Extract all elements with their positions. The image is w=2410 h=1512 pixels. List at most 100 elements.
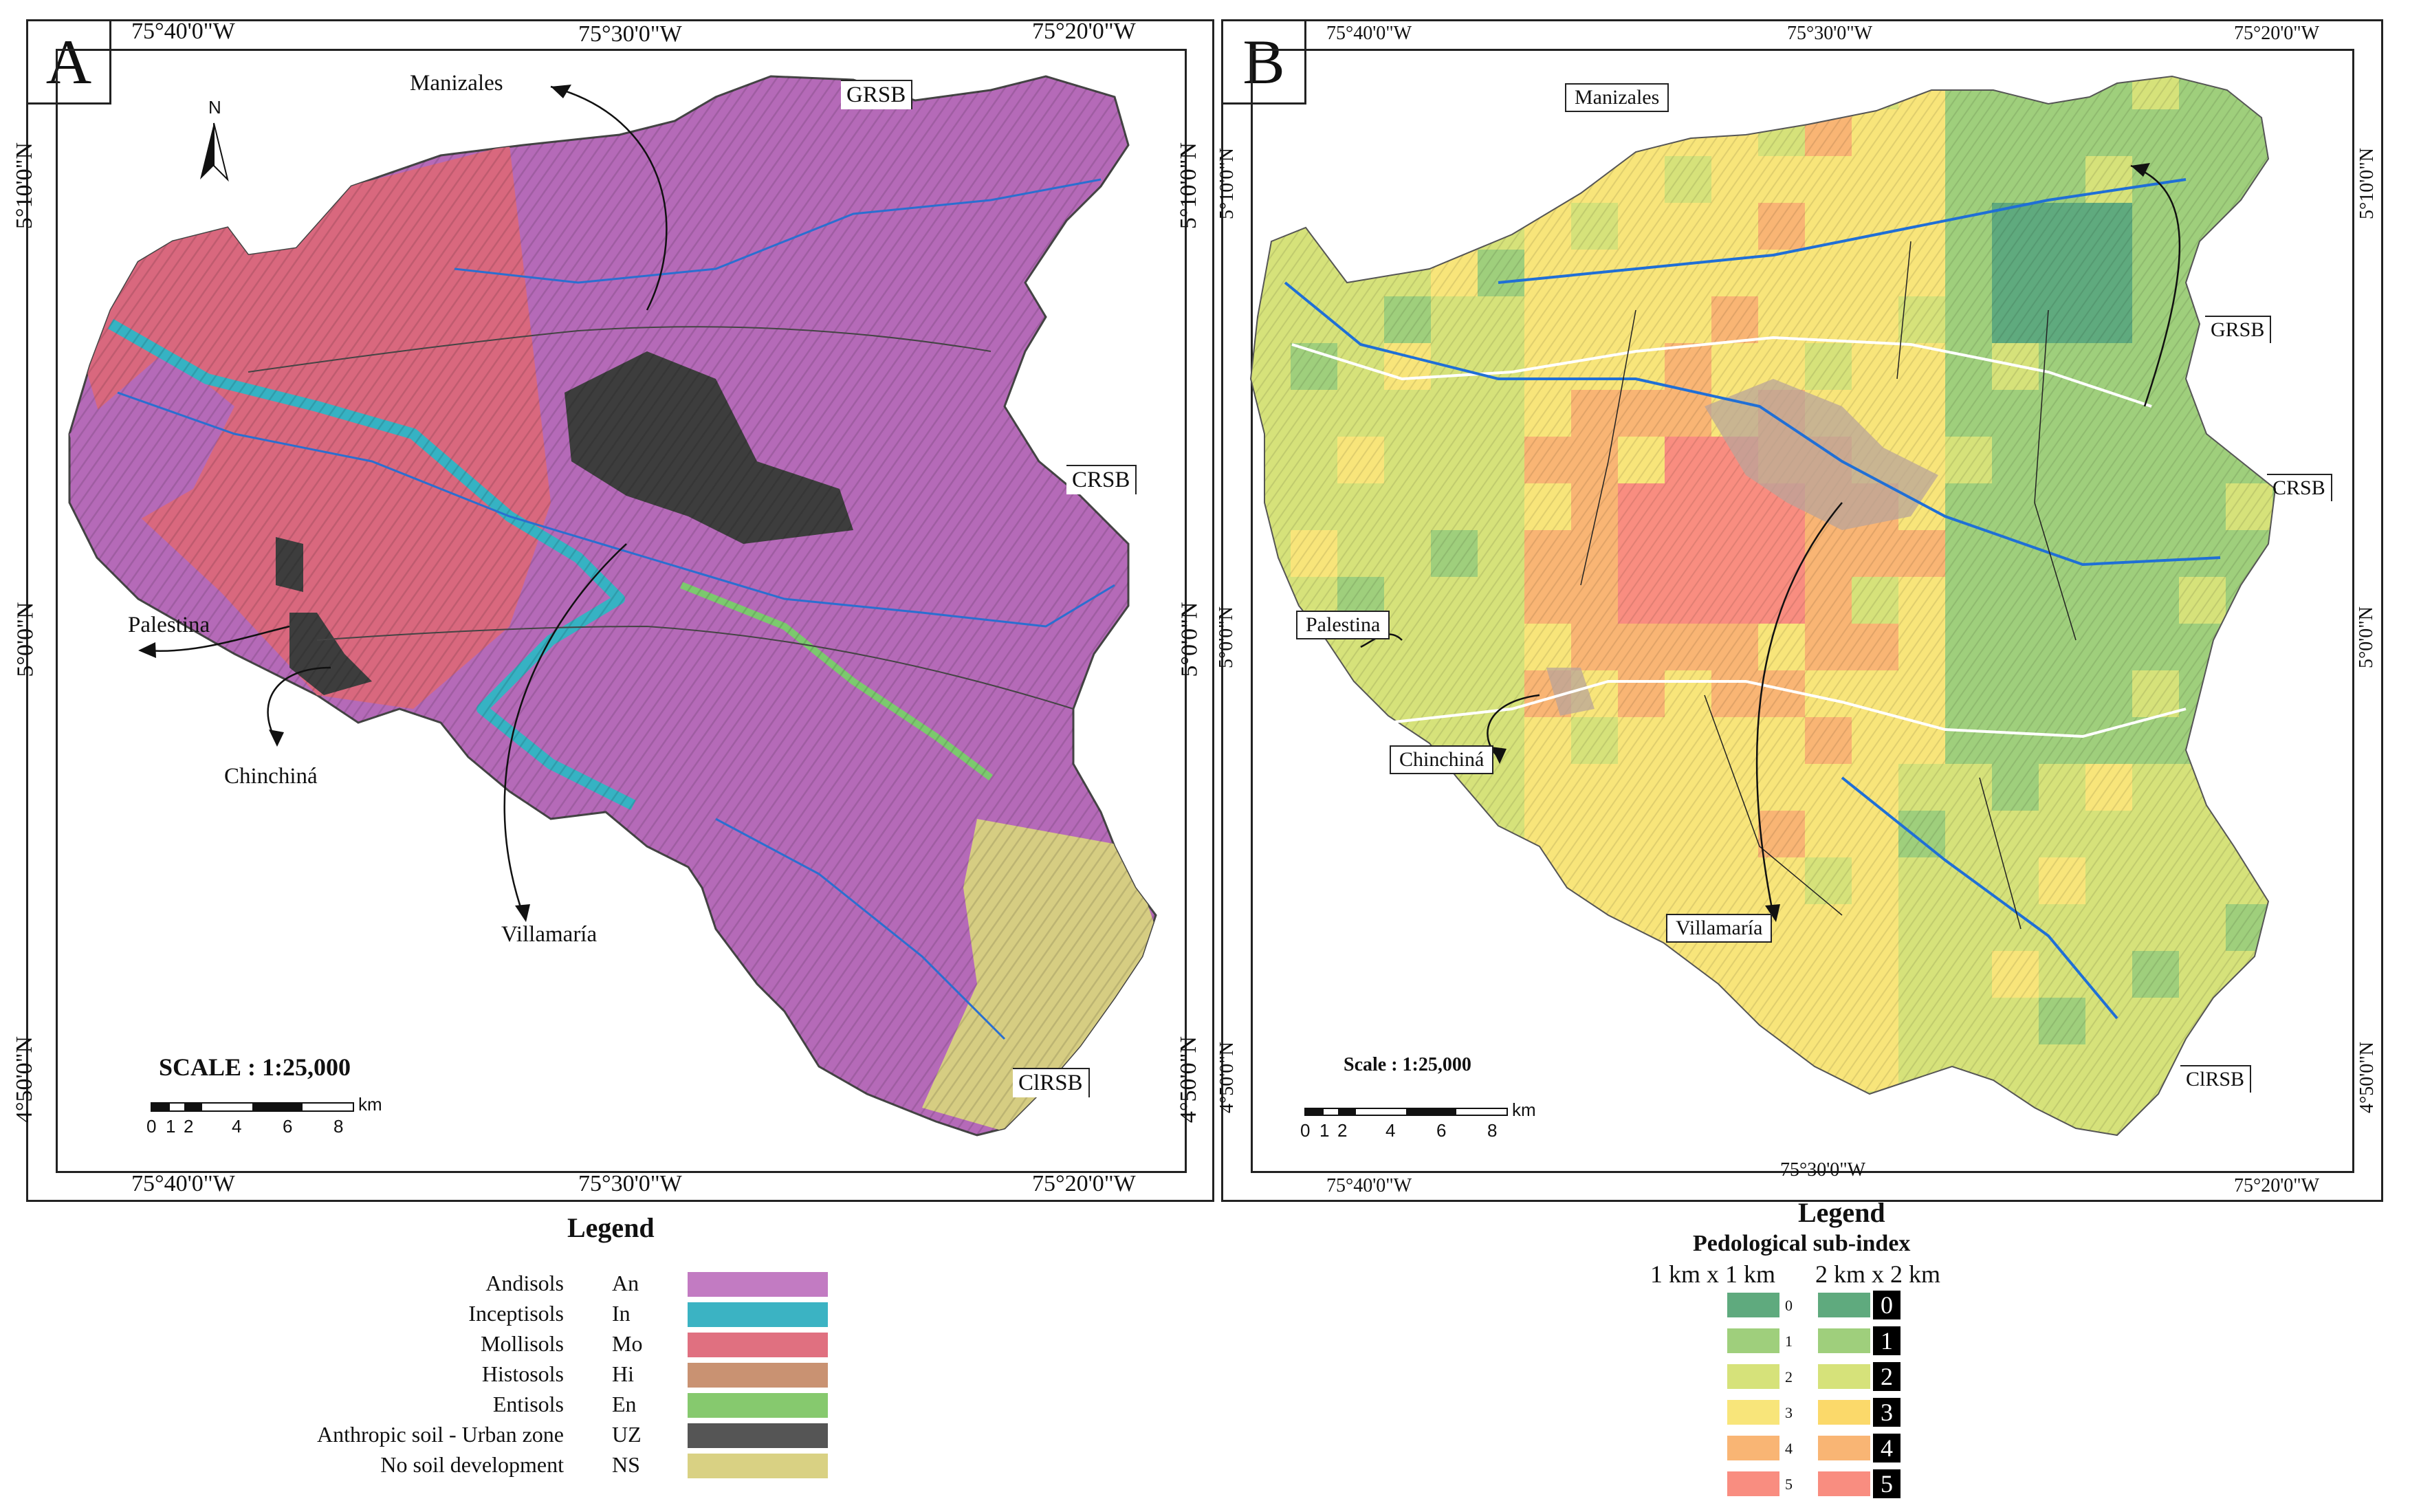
panel-b-place-palestina: Palestina [1296,611,1390,639]
grid-cell [1524,156,1571,203]
grid-cell [1524,1138,1571,1185]
grid-cell [1758,1138,1805,1185]
grid-cell [1852,1138,1898,1185]
grid-cell [2272,1044,2275,1091]
grid-cell [1618,1044,1665,1091]
grid-cell [1251,857,1291,904]
grid-cell [2272,1138,2319,1185]
grid-cell [2272,1091,2275,1135]
grid-cell [1291,109,1337,156]
grid-cell [2272,76,2275,109]
panel-a-scalebar [151,1102,354,1112]
grid-cell [1478,156,1524,203]
panel-a-river-guacaica [454,178,1102,284]
grid-cell [1665,76,1711,109]
panel-b-legend-swatch-1km [1727,1364,1779,1389]
panel-a-scale-title: SCALE : 1:25,000 [159,1053,351,1081]
grid-cell [2272,109,2275,156]
grid-cell [1711,1138,1758,1185]
panel-b-legend-swatch-2km [1818,1436,1870,1460]
grid-cell [1251,904,1291,951]
panel-a-scale-ticks: 0 1 2 4 6 8 [146,1116,344,1137]
grid-cell [1384,156,1431,203]
grid-cell [1711,1091,1758,1135]
grid-cell [1478,998,1524,1044]
panel-b-drainage-lines [1580,241,2077,930]
panel-a-coord-top-3: 75°20'0"W [1032,19,1136,44]
panel-b-coord-top-2: 75°30'0"W [1787,23,1873,44]
panel-a-legend-item-name: Histosols [481,1361,564,1386]
panel-a-legend-swatch [688,1302,828,1327]
panel-b-scalebar [1304,1108,1508,1116]
grid-cell [1478,904,1524,951]
panel-b-legend-swatch-2km [1818,1364,1870,1389]
grid-cell [1251,717,1291,764]
grid-cell [2272,343,2275,390]
panel-b-scale-ticks: 0 1 2 4 6 8 [1300,1120,1498,1141]
grid-cell [1618,951,1665,998]
grid-cell [2272,998,2275,1044]
panel-b-legend-value-1km: 1 [1785,1333,1793,1350]
grid-cell [1431,1138,1478,1185]
grid-cell [1478,109,1524,156]
grid-cell [1337,76,1384,109]
grid-cell [1291,76,1337,109]
grid-cell [1431,904,1478,951]
grid-cell [1665,1044,1711,1091]
panel-a-legend-item: Inceptisols [275,1301,564,1328]
grid-cell [1524,109,1571,156]
panel-b-legend-value-1km: 2 [1785,1368,1793,1385]
panel-a-legend-item: Entisols [275,1392,564,1419]
grid-cell [1805,76,1852,109]
panel-a-basin-crsb: CRSB [1066,465,1137,494]
panel-a-legend-item: No soil development [275,1452,564,1480]
panel-b-map-frame [1251,49,2354,1173]
panel-a-legend-swatch [688,1333,828,1357]
grid-cell [1758,76,1805,109]
grid-cell [2272,390,2275,437]
grid-cell [1337,998,1384,1044]
panel-b-scale-title: Scale : 1:25,000 [1344,1054,1471,1075]
grid-cell [1852,1091,1898,1135]
grid-cell [2272,811,2275,857]
grid-cell [2272,857,2275,904]
panel-a-river-chinchina [117,391,1115,628]
grid-cell [1251,1091,1291,1135]
panel-b-legend-subtitle: Pedological sub-index [1693,1231,1911,1256]
grid-cell [1524,998,1571,1044]
grid-cell [1758,1091,1805,1135]
panel-b-place-manizales: Manizales [1565,83,1669,112]
panel-a-legend-item-code: Hi [612,1361,634,1386]
grid-cell [1618,1091,1665,1135]
panel-a-place-villamaria: Villamaría [501,922,598,947]
grid-cell [1251,577,1291,624]
panel-b-basin-outline [1249,75,2277,1137]
panel-b-legend-swatch-1km [1727,1400,1779,1425]
grid-cell [1431,951,1478,998]
grid-cell [2179,1138,2226,1185]
grid-cell [1571,1091,1618,1135]
grid-cell [1384,811,1431,857]
grid-cell [2226,1138,2272,1185]
panel-a-arrow-palestina [144,625,290,652]
grid-cell [1524,76,1571,109]
panel-a-legend-item-name: Mollisols [481,1331,564,1356]
panel-a-legend-title: Legend [567,1212,655,1243]
panel-a-subbasin-line-1 [248,326,992,373]
grid-cell [1291,717,1337,764]
grid-cell [1251,764,1291,811]
grid-cell [2272,577,2275,624]
panel-a-legend-item: Histosols [275,1361,564,1389]
grid-cell [2272,250,2275,296]
grid-cell [2226,390,2272,437]
panel-a-legend-item-name: Inceptisols [468,1301,564,1326]
panel-a-legend-item-code: NS [612,1452,640,1477]
grid-cell [1337,109,1384,156]
grid-cell [1337,904,1384,951]
grid-cell [2226,250,2272,296]
grid-cell [2272,904,2275,951]
grid-cell [1711,1044,1758,1091]
grid-cell [1291,951,1337,998]
grid-cell [1384,109,1431,156]
grid-cell [2272,203,2275,250]
